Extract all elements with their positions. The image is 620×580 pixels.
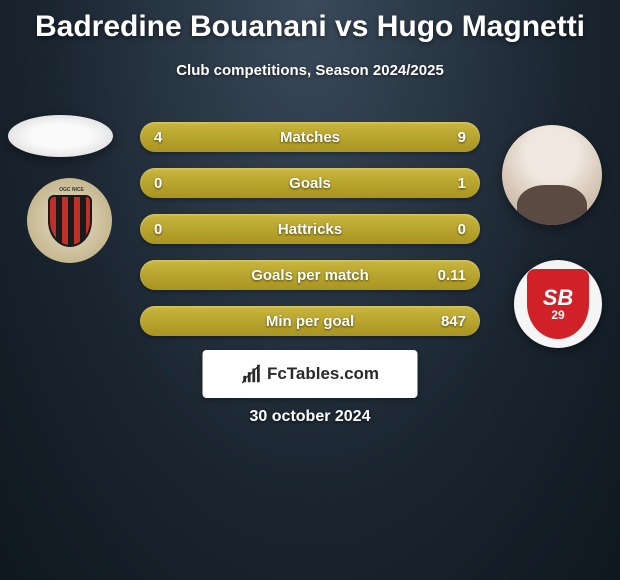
stats-container: 4 Matches 9 0 Goals 1 0 Hattricks 0 Goal… [140,122,480,352]
stat-left-value: 0 [154,221,162,238]
player-right-photo [502,125,602,225]
stat-right-value: 847 [441,313,466,330]
stat-row-min-per-goal: Min per goal 847 [140,306,480,336]
stat-right-value: 0 [458,221,466,238]
stat-label: Goals [289,175,331,192]
page-title: Badredine Bouanani vs Hugo Magnetti [0,0,620,44]
branding-text: FcTables.com [267,364,379,384]
subtitle: Club competitions, Season 2024/2025 [0,62,620,79]
stat-row-hattricks: 0 Hattricks 0 [140,214,480,244]
bar-chart-icon [241,363,263,385]
branding-content: FcTables.com [241,363,379,385]
stat-row-goals: 0 Goals 1 [140,168,480,198]
brest-sb-text: SB [543,287,574,309]
stat-label: Goals per match [251,267,369,284]
stat-label: Min per goal [266,313,354,330]
stat-left-value: 0 [154,175,162,192]
nice-shield-icon [48,195,92,247]
club-right-logo: SB 29 [514,260,602,348]
stat-right-value: 0.11 [438,267,466,284]
date-text: 30 october 2024 [250,408,371,426]
stat-label: Matches [280,129,340,146]
stat-left-value: 4 [154,129,162,146]
brest-year-text: 29 [551,309,564,321]
player-left-photo [8,115,113,157]
stat-right-value: 9 [458,129,466,146]
branding-box[interactable]: FcTables.com [203,350,418,398]
club-left-logo [27,178,112,263]
stat-row-matches: 4 Matches 9 [140,122,480,152]
stat-label: Hattricks [278,221,342,238]
stat-row-goals-per-match: Goals per match 0.11 [140,260,480,290]
stat-right-value: 1 [458,175,466,192]
brest-shield-icon: SB 29 [527,269,589,339]
